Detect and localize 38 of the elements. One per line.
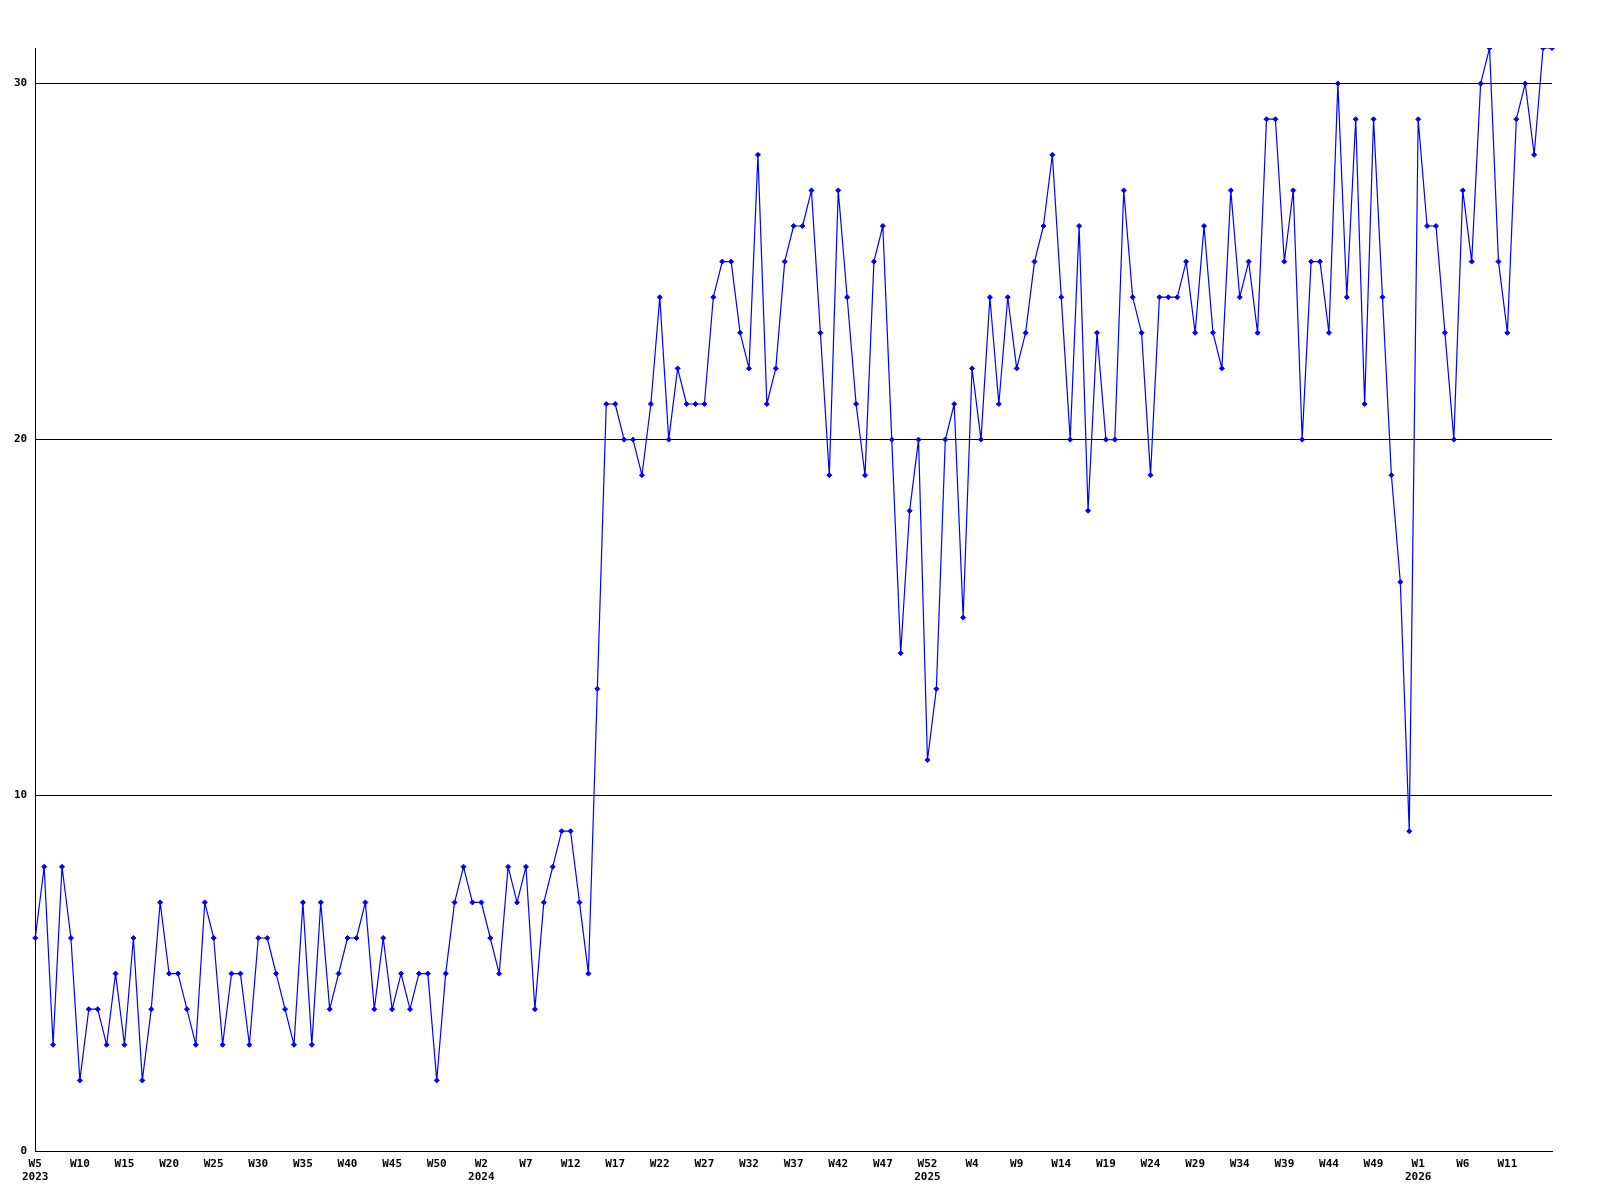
x-tick-label: W15 — [114, 1157, 135, 1171]
x-tick-label: W4 — [965, 1157, 980, 1171]
x-tick-label: W30 — [248, 1157, 269, 1171]
x-tick-label: W17 — [605, 1157, 626, 1171]
x-tick-label: W12 — [560, 1157, 581, 1171]
x-tick-label: W20 — [159, 1157, 180, 1171]
x-tick-label: W50 — [426, 1157, 447, 1171]
x-tick-label: W5 2023 — [22, 1157, 49, 1184]
y-tick-label: 30 — [14, 76, 28, 90]
x-tick-label: W32 — [739, 1157, 759, 1171]
x-tick-label: W47 — [872, 1157, 893, 1171]
x-tick-label: W14 — [1051, 1157, 1072, 1171]
x-tick-label: W1 2026 — [1404, 1157, 1432, 1184]
x-tick-label: W44 — [1319, 1157, 1340, 1171]
x-tick-label: W35 — [292, 1157, 313, 1171]
x-tick-label: W2 2024 — [468, 1157, 495, 1184]
x-tick-label: W45 — [382, 1157, 403, 1171]
x-tick-label: W29 — [1185, 1157, 1206, 1171]
x-tick-label: W24 — [1140, 1157, 1161, 1171]
x-tick-label: W10 — [69, 1157, 90, 1171]
x-tick-label: W19 — [1095, 1157, 1116, 1171]
x-tick-label: W37 — [783, 1157, 804, 1171]
x-tick-label: W11 — [1497, 1157, 1518, 1171]
x-tick-label: W49 — [1363, 1157, 1384, 1171]
x-tick-label: W7 — [519, 1157, 533, 1171]
x-tick-label: W27 — [694, 1157, 715, 1171]
y-tick-label: 20 — [14, 432, 28, 446]
x-tick-label: W6 — [1456, 1157, 1470, 1171]
x-tick-label: W39 — [1274, 1157, 1295, 1171]
x-tick-label: W22 — [649, 1157, 670, 1171]
x-tick-label: W9 — [1010, 1157, 1024, 1171]
x-tick-label: W42 — [828, 1157, 849, 1171]
x-tick-label: W40 — [337, 1157, 358, 1171]
y-tick-label: 0 — [20, 1144, 28, 1158]
x-tick-label: W34 — [1229, 1157, 1251, 1171]
x-tick-label: W25 — [203, 1157, 224, 1171]
y-tick-label: 10 — [14, 788, 28, 802]
x-tick-label: W52 2025 — [914, 1157, 941, 1184]
